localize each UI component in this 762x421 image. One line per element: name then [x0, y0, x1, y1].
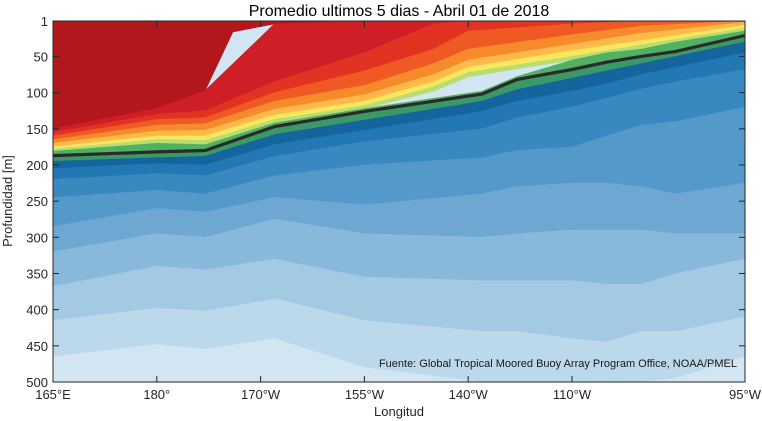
- y-tick-label: 450: [26, 339, 48, 354]
- highlight-contour-line: [52, 33, 746, 158]
- x-tick-label: 165°E: [35, 387, 71, 402]
- y-tick-label: 100: [26, 86, 48, 101]
- y-tick-label: 300: [26, 230, 48, 245]
- y-tick-label: 400: [26, 303, 48, 318]
- plot-area: [52, 20, 746, 383]
- x-axis-ticks: 165°E 180° 170°W 155°W 140°W 110°W 95°W: [35, 21, 762, 402]
- y-tick-label: 350: [26, 266, 48, 281]
- y-tick-label: 250: [26, 194, 48, 209]
- y-tick-label: 1: [41, 14, 48, 29]
- y-tick-label: 150: [26, 122, 48, 137]
- x-tick-label: 180°: [143, 387, 170, 402]
- x-tick-label: 110°W: [553, 387, 592, 402]
- contour-bands: [52, 20, 746, 383]
- chart-title: Promedio ultimos 5 dias - Abril 01 de 20…: [249, 3, 550, 20]
- source-credit: Fuente: Global Tropical Moored Buoy Arra…: [379, 358, 737, 370]
- x-tick-label: 155°W: [345, 387, 385, 402]
- x-tick-label: 140°W: [449, 387, 489, 402]
- x-tick-label: 95°W: [729, 387, 762, 402]
- x-axis-label: Longitud: [374, 404, 424, 419]
- x-tick-label: 170°W: [241, 387, 281, 402]
- y-tick-label: 200: [26, 158, 48, 173]
- y-tick-label: 50: [34, 49, 48, 64]
- y-axis-label: Profundidad [m]: [0, 155, 15, 247]
- y-tick-label: 500: [26, 375, 48, 390]
